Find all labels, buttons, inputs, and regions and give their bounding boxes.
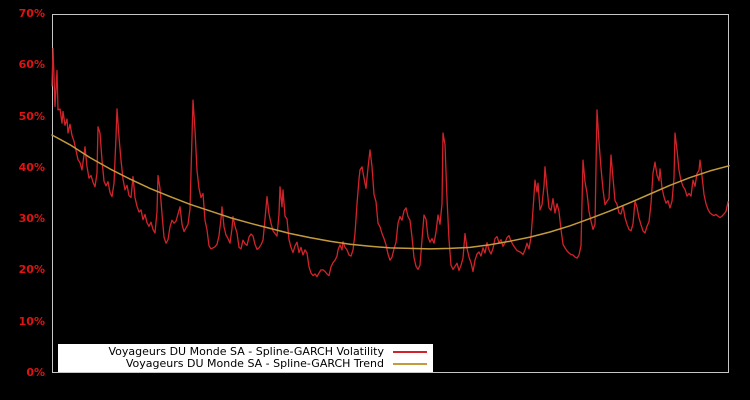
- legend-label-trend: Voyageurs DU Monde SA - Spline-GARCH Tre…: [125, 357, 384, 370]
- y-tick-label: 50%: [18, 110, 45, 123]
- y-tick-label: 70%: [18, 7, 45, 20]
- y-tick-label: 0%: [26, 366, 45, 379]
- legend-item-volatility: Voyageurs DU Monde SA - Spline-GARCH Vol…: [58, 346, 427, 358]
- trend-line: [51, 134, 730, 250]
- legend-label-volatility: Voyageurs DU Monde SA - Spline-GARCH Vol…: [108, 345, 384, 358]
- plot-area: [52, 14, 729, 373]
- volatility-line: [51, 47, 729, 278]
- y-tick-label: 20%: [18, 263, 45, 276]
- y-tick-label: 30%: [18, 212, 45, 225]
- y-tick-label: 10%: [18, 315, 45, 328]
- legend-swatch: [393, 363, 427, 365]
- y-tick-label: 60%: [18, 58, 45, 71]
- legend-swatch: [393, 351, 427, 353]
- y-tick-label: 40%: [18, 161, 45, 174]
- legend-box: Voyageurs DU Monde SA - Spline-GARCH Vol…: [58, 344, 433, 372]
- legend-item-trend: Voyageurs DU Monde SA - Spline-GARCH Tre…: [58, 358, 427, 370]
